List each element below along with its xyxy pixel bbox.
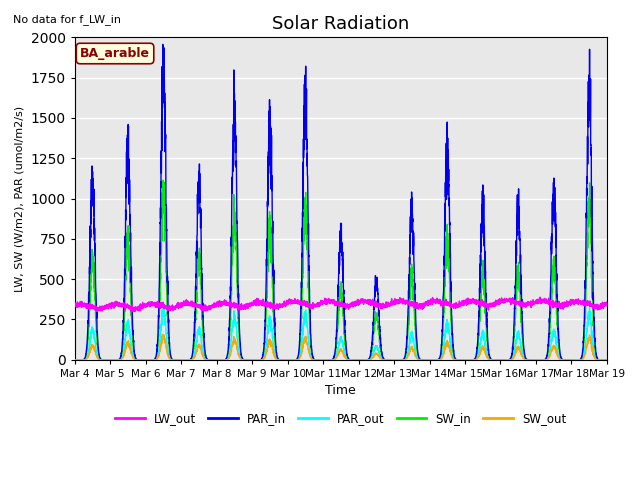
Title: Solar Radiation: Solar Radiation xyxy=(272,15,410,33)
Legend: LW_out, PAR_in, PAR_out, SW_in, SW_out: LW_out, PAR_in, PAR_out, SW_in, SW_out xyxy=(111,408,571,430)
Text: No data for f_LW_in: No data for f_LW_in xyxy=(13,14,121,25)
Text: BA_arable: BA_arable xyxy=(80,47,150,60)
Y-axis label: LW, SW (W/m2), PAR (umol/m2/s): LW, SW (W/m2), PAR (umol/m2/s) xyxy=(15,106,25,292)
X-axis label: Time: Time xyxy=(326,384,356,397)
